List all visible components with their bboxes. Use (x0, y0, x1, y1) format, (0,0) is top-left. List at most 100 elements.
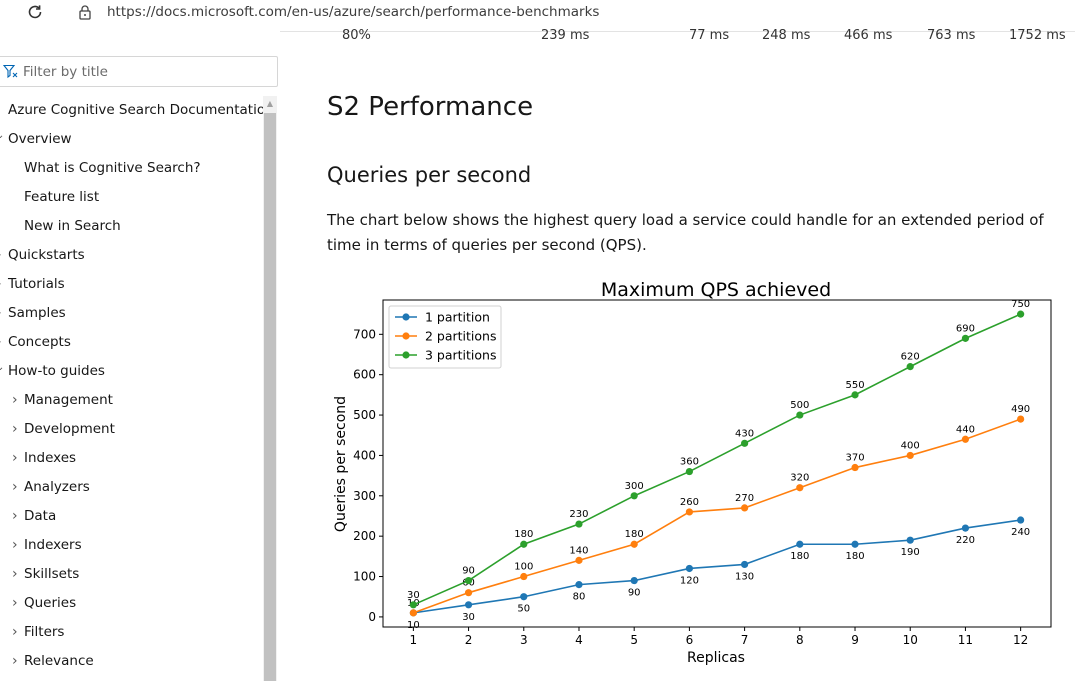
data-label: 490 (1011, 404, 1030, 415)
main-content: 80% 239 ms 77 ms 248 ms 466 ms 763 ms 17… (280, 26, 1075, 681)
data-point (741, 504, 749, 512)
toc-list: Azure Cognitive Search Documentation ⌄ Ove… (0, 96, 274, 676)
data-label: 120 (680, 575, 699, 586)
toc-item[interactable]: Azure Cognitive Search Documentation (0, 96, 274, 125)
data-label: 260 (680, 497, 699, 508)
toc-item[interactable]: What is Cognitive Search? (0, 154, 262, 183)
data-point (1017, 415, 1025, 423)
toc-item-label: Indexes (24, 450, 77, 466)
toc-item-label: Queries (24, 595, 77, 611)
toc-item[interactable]: › Queries (0, 589, 262, 618)
data-point (906, 363, 914, 371)
x-tick-label: 9 (851, 633, 859, 647)
toc-item-label: Samples (8, 305, 66, 321)
chevron-right-icon: › (12, 479, 18, 495)
plot-frame (382, 299, 1052, 628)
toc-item[interactable]: ⌄ How-to guides (0, 357, 262, 386)
x-tick-label: 11 (958, 633, 973, 647)
scroll-thumb[interactable] (264, 113, 276, 681)
legend-marker (402, 351, 410, 359)
data-point (464, 576, 473, 585)
toc-item[interactable]: › Data (0, 502, 262, 531)
x-tick-label: 1 (410, 633, 418, 647)
toc-item-label: Data (24, 508, 57, 524)
data-label: 550 (845, 380, 864, 391)
toc-item[interactable]: ›Quickstarts (0, 241, 262, 270)
chevron-right-icon: › (0, 299, 6, 328)
toc-item[interactable]: ⌄ Overview (0, 125, 262, 154)
y-tick-label: 700 (353, 327, 376, 341)
legend-marker (402, 332, 410, 340)
toc-item-label: Azure Cognitive Search Documentation (8, 102, 274, 118)
table-cell: 80% (342, 28, 371, 43)
toc-item[interactable]: Feature list (0, 183, 262, 212)
table-cell: 1752 ms (1009, 28, 1066, 43)
filter-input[interactable] (23, 57, 271, 86)
toc-item[interactable]: › Analyzers (0, 473, 262, 502)
toc-item[interactable]: New in Search (0, 212, 262, 241)
toc-item[interactable]: › Management (0, 386, 262, 415)
toc-item[interactable]: › Indexes (0, 444, 262, 473)
chevron-down-icon: ⌄ (0, 130, 5, 141)
chevron-right-icon: › (12, 653, 18, 669)
qps-line-chart: Maximum QPS achieved 1 2 3 4 5 6 7 8 9 10 11 120100… (333, 279, 1052, 666)
toc-item[interactable]: › Indexers (0, 531, 262, 560)
browser-toolbar: https://docs.microsoft.com/en-us/azure/s… (0, 0, 1075, 26)
data-point (906, 536, 914, 544)
data-label: 50 (517, 604, 530, 615)
y-tick-label: 600 (353, 368, 376, 382)
series-line (413, 418, 1021, 614)
toc-item[interactable]: ›Samples (0, 299, 262, 328)
data-label: 500 (790, 400, 809, 411)
toc-item[interactable]: › Relevance (0, 647, 262, 676)
data-point (575, 520, 583, 528)
series-line (413, 313, 1021, 606)
data-label: 80 (573, 592, 586, 603)
table-cell: 77 ms (689, 28, 730, 43)
toc-item[interactable]: ›Concepts (0, 328, 262, 357)
toc-item-label: What is Cognitive Search? (24, 160, 201, 176)
toc-item[interactable]: ›Tutorials (0, 270, 262, 299)
data-point (575, 556, 583, 564)
toc-item-label: Filters (24, 624, 65, 640)
data-label: 370 (845, 453, 864, 464)
data-point (630, 492, 638, 500)
x-tick-label: 7 (741, 633, 749, 647)
scroll-up-arrow-icon[interactable]: ▲ (266, 99, 274, 108)
toc-scrollbar[interactable]: ▲ (263, 96, 277, 681)
data-label: 230 (569, 509, 588, 520)
data-point (851, 391, 859, 399)
data-label: 240 (1011, 527, 1030, 538)
data-point (685, 508, 693, 516)
reload-icon[interactable] (26, 3, 44, 21)
chevron-right-icon: › (12, 566, 18, 582)
x-tick-label: 8 (796, 633, 804, 647)
y-tick-label: 200 (353, 529, 376, 543)
toc-item-label: Overview (8, 131, 72, 147)
data-point (796, 484, 804, 492)
data-label: 10 (407, 620, 420, 631)
toc-item[interactable]: › Skillsets (0, 560, 262, 589)
x-tick-label: 5 (630, 633, 638, 647)
toc-item-label: Concepts (8, 334, 71, 350)
data-label: 400 (901, 440, 920, 451)
data-label: 270 (735, 493, 754, 504)
filter-box[interactable] (0, 56, 278, 87)
filter-icon (3, 64, 18, 79)
toc-item-label: Tutorials (8, 276, 65, 292)
address-bar-url[interactable]: https://docs.microsoft.com/en-us/azure/s… (107, 4, 600, 20)
table-cell: 763 ms (927, 28, 976, 43)
toc-item[interactable]: › Filters (0, 618, 262, 647)
x-axis-label: Replicas (687, 650, 745, 666)
chevron-down-icon: ⌄ (0, 362, 5, 373)
x-tick-label: 4 (575, 633, 583, 647)
data-point (906, 451, 914, 460)
lock-icon[interactable] (78, 4, 92, 20)
chevron-right-icon: › (12, 508, 18, 524)
data-label: 300 (625, 481, 644, 492)
toc-item[interactable]: › Development (0, 415, 262, 444)
data-point (409, 601, 417, 609)
x-tick-label: 6 (686, 633, 694, 647)
data-label: 220 (956, 535, 975, 546)
data-label: 750 (1011, 299, 1030, 310)
